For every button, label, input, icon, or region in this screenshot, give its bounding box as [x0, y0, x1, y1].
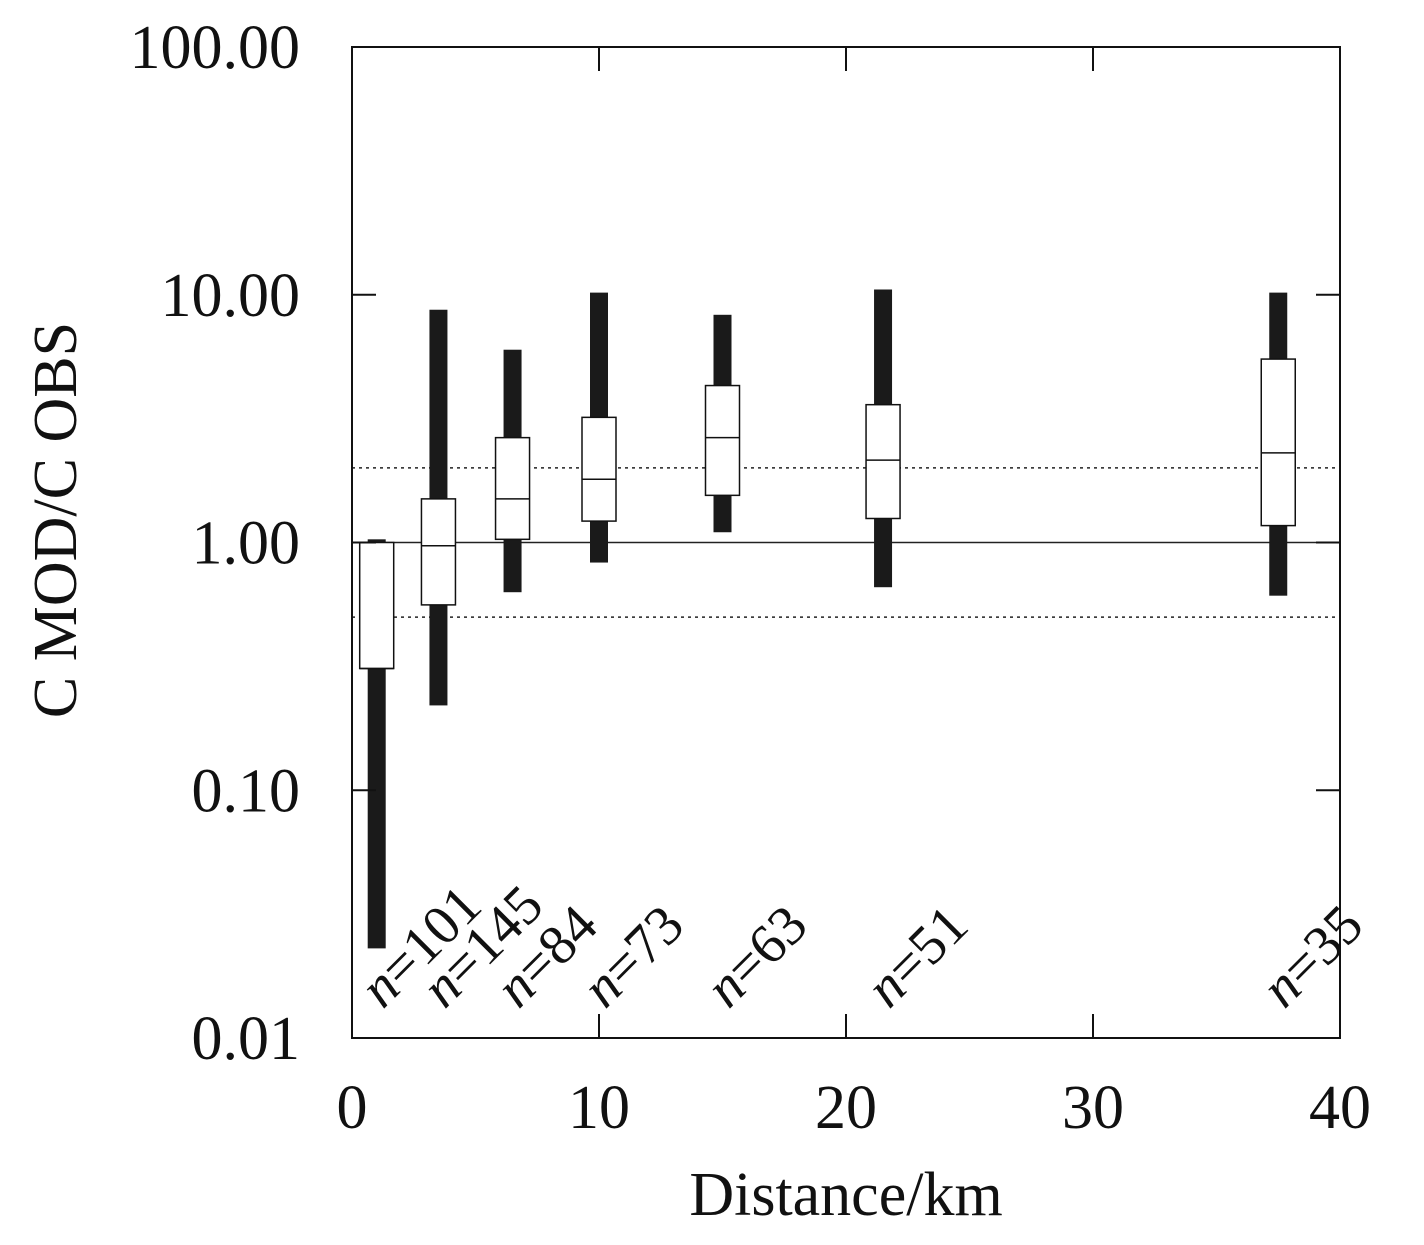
sample-size-label: n=51	[854, 894, 980, 1020]
box-group	[494, 349, 531, 593]
x-tick-label: 20	[815, 1074, 877, 1142]
sample-size-label: n=35	[1250, 894, 1376, 1020]
y-tick-label: 0.10	[192, 757, 301, 825]
axis-ticks: 0 10 20 30 40 0.01 0.10 1.00 10.00 100.00	[130, 14, 1372, 1142]
x-tick-label: 30	[1062, 1074, 1124, 1142]
x-tick-label: 40	[1309, 1074, 1371, 1142]
box-group	[865, 289, 901, 588]
box-group	[581, 292, 617, 563]
interquartile-box	[704, 384, 741, 497]
x-tick-label: 0	[337, 1074, 368, 1142]
y-tick-label: 100.00	[130, 14, 301, 82]
interquartile-box	[494, 436, 531, 541]
interquartile-box	[581, 416, 617, 522]
x-tick-label: 10	[568, 1074, 630, 1142]
y-tick-label: 10.00	[161, 262, 301, 330]
box-group	[704, 314, 741, 533]
x-axis-title: Distance/km	[689, 1161, 1002, 1229]
box-group	[1260, 292, 1296, 596]
y-tick-label: 1.00	[192, 510, 301, 578]
interquartile-box	[358, 541, 395, 670]
y-axis-title: C MOD/C OBS	[22, 322, 90, 718]
sample-size-label: n=73	[570, 894, 696, 1020]
y-tick-label: 0.01	[192, 1005, 301, 1073]
box-group	[358, 539, 395, 949]
interquartile-box	[1260, 358, 1296, 527]
sample-size-label: n=63	[694, 894, 820, 1020]
box-series	[358, 289, 1296, 949]
box-group	[420, 309, 457, 706]
interquartile-box	[865, 403, 901, 520]
interquartile-box	[420, 498, 457, 606]
